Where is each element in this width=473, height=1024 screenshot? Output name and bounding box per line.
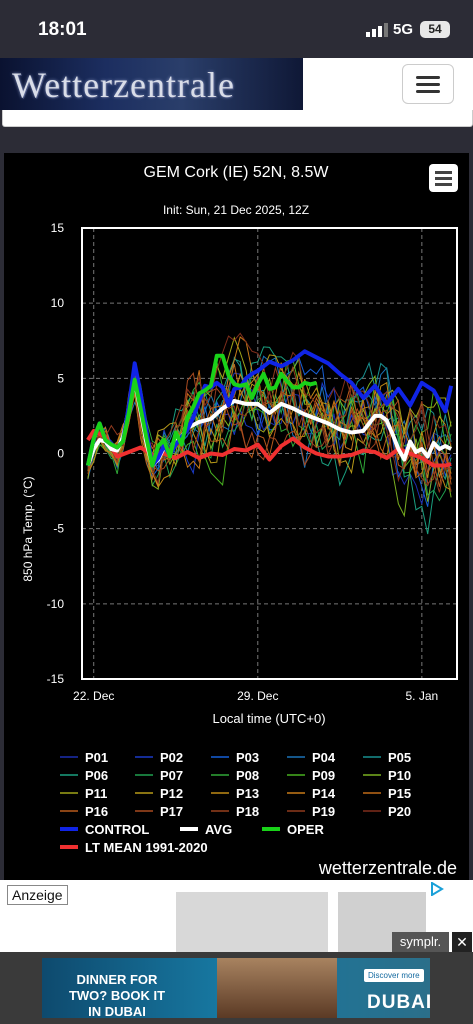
legend-label: P09 [312,768,335,783]
legend-item-p13[interactable]: P13 [211,786,259,801]
legend-label: P17 [160,804,183,819]
legend-item-p17[interactable]: P17 [135,804,183,819]
x-tick-label: 22. Dec [73,689,114,703]
menu-button[interactable] [402,64,454,104]
hamburger-icon [416,76,440,79]
ad-sponsor[interactable]: symplr. [392,932,449,952]
legend-item-p09[interactable]: P09 [287,768,335,783]
credit-text: wetterzentrale.de [318,858,457,878]
legend-item-avg[interactable]: AVG [180,822,232,837]
ad-image[interactable] [176,892,328,952]
legend-item-p18[interactable]: P18 [211,804,259,819]
legend-item-p02[interactable]: P02 [135,750,183,765]
bottom-ad[interactable]: DINNER FOR TWO? BOOK IT IN DUBAI Discove… [0,952,473,1024]
legend-label: P18 [236,804,259,819]
legend-label: P04 [312,750,336,765]
legend-label: OPER [287,822,324,837]
y-tick-label: -10 [47,597,65,611]
legend-item-p06[interactable]: P06 [60,768,108,783]
ensemble-chart: GEM Cork (IE) 52N, 8.5W Init: Sun, 21 De… [21,164,458,878]
legend-label: P16 [85,804,108,819]
legend-label: P14 [312,786,336,801]
legend-label: P06 [85,768,108,783]
legend-item-lt-mean-1991-2020[interactable]: LT MEAN 1991-2020 [60,840,208,855]
ad-label: Anzeige [7,885,68,905]
legend-item-p15[interactable]: P15 [363,786,411,801]
ad-banner[interactable]: Anzeige symplr. ✕ [0,880,473,952]
battery-icon: 54 [420,21,450,38]
site-header: Wetterzentrale [0,58,473,110]
status-bar: 18:01 5G 54 [0,0,473,58]
legend-label: P05 [388,750,411,765]
x-tick-label: 29. Dec [237,689,278,703]
y-tick-label: 0 [57,447,64,461]
legend-label: P12 [160,786,183,801]
legend-label: P01 [85,750,108,765]
legend-item-p10[interactable]: P10 [363,768,411,783]
legend-label: P07 [160,768,183,783]
network-type: 5G [393,21,414,38]
chart-container: GEM Cork (IE) 52N, 8.5W Init: Sun, 21 De… [4,153,469,880]
signal-icon [366,23,388,37]
chart-subtitle: Init: Sun, 21 Dec 2025, 12Z [163,203,309,217]
series-line-lt-mean-1991-2020 [86,428,452,468]
logo-text: Wetterzentrale [12,65,235,105]
bottom-ad-brand: DUBAI [367,992,430,1013]
y-tick-label: -15 [47,672,65,686]
legend-item-p12[interactable]: P12 [135,786,183,801]
series-line-oper [85,353,317,468]
legend-label: P13 [236,786,259,801]
x-tick-label: 5. Jan [405,689,438,703]
bottom-ad-cta[interactable]: Discover more [364,969,424,982]
legend-label: P15 [388,786,411,801]
chart-title: GEM Cork (IE) 52N, 8.5W [144,164,330,181]
legend-item-p07[interactable]: P07 [135,768,183,783]
legend-item-p14[interactable]: P14 [287,786,336,801]
chart-legend: P01 P02 P03 P04 P05 P06 P07 P08 P09 P10 P11 P12 P13 P… [60,750,411,855]
y-tick-label: 15 [51,221,65,235]
legend-label: CONTROL [85,822,149,837]
x-axis-label: Local time (UTC+0) [212,711,325,726]
legend-item-p05[interactable]: P05 [363,750,411,765]
legend-label: P08 [236,768,259,783]
legend-label: LT MEAN 1991-2020 [85,840,208,855]
legend-item-p03[interactable]: P03 [211,750,259,765]
plot-border [81,227,458,680]
status-time: 18:01 [38,19,87,40]
legend-item-p19[interactable]: P19 [287,804,335,819]
close-icon[interactable]: ✕ [452,932,472,952]
legend-item-p11[interactable]: P11 [60,786,107,801]
legend-label: P19 [312,804,335,819]
legend-label: P10 [388,768,411,783]
legend-item-p16[interactable]: P16 [60,804,108,819]
y-tick-label: -5 [53,522,64,536]
y-tick-label: 5 [57,371,64,385]
legend-label: P11 [85,786,107,801]
legend-label: P20 [388,804,411,819]
legend-label: P02 [160,750,183,765]
chart-menu-button[interactable] [429,164,458,192]
site-logo[interactable]: Wetterzentrale [0,58,303,110]
y-tick-label: 10 [51,296,65,310]
legend-label: P03 [236,750,259,765]
legend-label: AVG [205,822,232,837]
ad-photo [217,958,337,1018]
bottom-ad-headline: DINNER FOR TWO? BOOK IT IN DUBAI [68,972,166,1018]
bottom-ad-banner[interactable]: DINNER FOR TWO? BOOK IT IN DUBAI Discove… [42,958,430,1018]
legend-item-p20[interactable]: P20 [363,804,411,819]
legend-item-oper[interactable]: OPER [262,822,324,837]
adchoices-icon[interactable] [430,882,444,896]
legend-item-p01[interactable]: P01 [60,750,108,765]
y-axis-label: 850 hPa Temp. (°C) [21,476,35,581]
legend-item-p04[interactable]: P04 [287,750,336,765]
legend-item-control[interactable]: CONTROL [60,822,149,837]
content-card [2,110,473,127]
series-line-control [85,349,454,468]
legend-item-p08[interactable]: P08 [211,768,259,783]
